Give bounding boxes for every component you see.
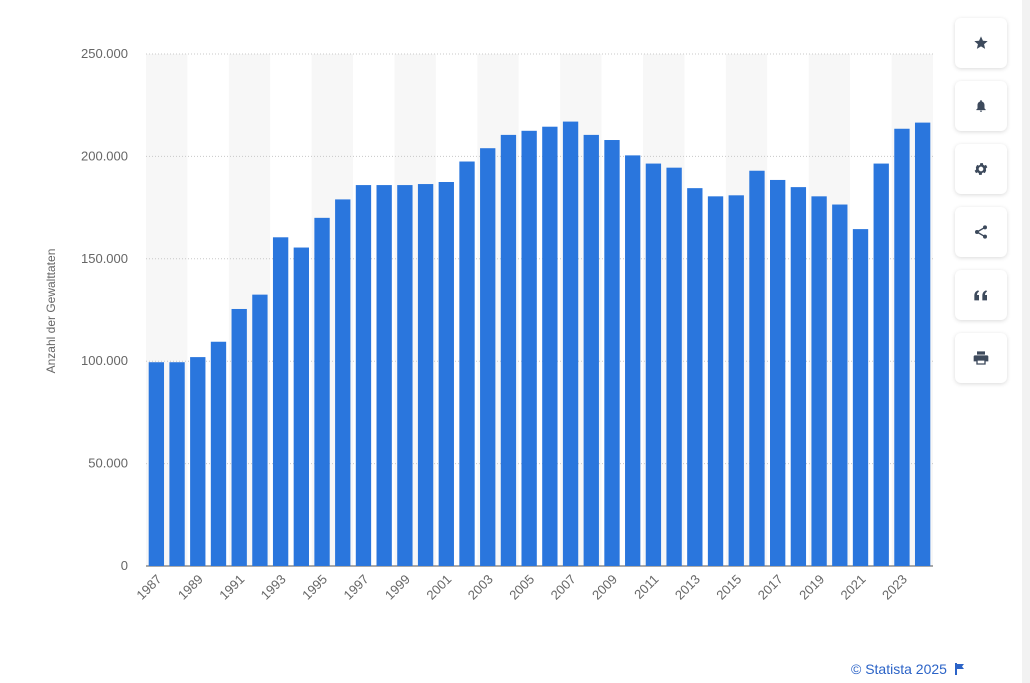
bar-2003[interactable] (480, 148, 496, 566)
x-tick-label: 2017 (755, 572, 786, 603)
bar-1996[interactable] (335, 199, 351, 566)
bell-icon (976, 100, 986, 112)
print-icon (973, 351, 989, 365)
bar-2001[interactable] (438, 182, 454, 566)
bar-1997[interactable] (355, 185, 372, 566)
bars (148, 121, 931, 567)
bar-2024[interactable] (914, 122, 931, 566)
bar-2002[interactable] (459, 161, 475, 566)
bar-1993[interactable] (272, 237, 289, 566)
y-tick-label: 50.000 (88, 456, 128, 471)
x-tick-label: 1987 (133, 572, 164, 603)
settings-button[interactable] (955, 144, 1007, 194)
quote-icon (974, 290, 987, 301)
notification-button[interactable] (955, 81, 1007, 131)
y-tick-label: 250.000 (81, 46, 128, 61)
y-tick-label: 100.000 (81, 353, 128, 368)
bar-2020[interactable] (832, 204, 848, 566)
bar-2004[interactable] (500, 134, 517, 566)
share-button[interactable] (955, 207, 1007, 257)
bar-2015[interactable] (728, 195, 744, 566)
bar-2017[interactable] (770, 179, 786, 566)
y-tick-label: 0 (121, 558, 128, 573)
bar-2007[interactable] (562, 121, 579, 567)
x-tick-label: 1993 (258, 572, 289, 603)
bar-2023[interactable] (894, 128, 910, 566)
x-tick-label: 2023 (879, 572, 910, 603)
bar-2012[interactable] (666, 167, 682, 566)
bar-2014[interactable] (707, 196, 724, 566)
bar-2011[interactable] (645, 163, 662, 566)
x-tick-label: 2021 (838, 572, 869, 603)
x-tick-labels: 1987 1989 1991 1993 1995 1997 1999 2001 2003 2005… (133, 572, 910, 603)
bar-1999[interactable] (397, 185, 413, 566)
bar-1989[interactable] (190, 357, 206, 566)
star-icon (974, 36, 988, 49)
flag-icon (954, 663, 964, 675)
chart-toolbar (955, 18, 1007, 396)
bar-1990[interactable] (210, 341, 227, 566)
bar-1995[interactable] (314, 217, 330, 566)
x-tick-label: 2003 (465, 572, 496, 603)
print-button[interactable] (955, 333, 1007, 383)
bar-1991[interactable] (231, 308, 247, 566)
y-axis-label: Anzahl der Gewalttaten (44, 249, 58, 374)
bar-1994[interactable] (293, 247, 309, 566)
x-tick-label: 1997 (341, 572, 372, 603)
x-tick-label: 1999 (382, 572, 413, 603)
x-tick-label: 1991 (216, 572, 247, 603)
favorite-button[interactable] (955, 18, 1007, 68)
bar-2018[interactable] (790, 187, 807, 566)
bar-2016[interactable] (749, 170, 765, 566)
bar-2005[interactable] (521, 130, 537, 567)
cite-button[interactable] (955, 270, 1007, 320)
bar-2008[interactable] (583, 134, 599, 566)
x-tick-label: 1989 (175, 572, 206, 603)
bar-2022[interactable] (873, 163, 889, 566)
statista-credit[interactable]: © Statista 2025 (851, 661, 965, 677)
credit-text: © Statista 2025 (851, 661, 947, 677)
y-tick-labels: 0 50.000 100.000 150.000 200.000 250.000 (81, 46, 128, 573)
x-tick-label: 2001 (423, 572, 454, 603)
bar-2006[interactable] (542, 126, 558, 566)
bar-1987[interactable] (148, 362, 165, 566)
x-tick-label: 2007 (548, 572, 579, 603)
bar-1998[interactable] (376, 185, 392, 566)
y-tick-label: 150.000 (81, 251, 128, 266)
x-tick-label: 1995 (299, 572, 330, 603)
x-tick-label: 2015 (713, 572, 744, 603)
bar-2000[interactable] (417, 184, 434, 566)
bar-2010[interactable] (625, 155, 641, 566)
bar-2019[interactable] (811, 196, 827, 566)
bar-chart: 0 50.000 100.000 150.000 200.000 250.000 1987… (44, 46, 933, 603)
gear-icon (974, 163, 988, 175)
bar-2021[interactable] (852, 229, 869, 566)
x-tick-label: 2009 (589, 572, 620, 603)
x-tick-label: 2013 (672, 572, 703, 603)
bar-2009[interactable] (604, 140, 620, 567)
y-tick-label: 200.000 (81, 148, 128, 163)
bar-1992[interactable] (252, 294, 268, 566)
bar-1988[interactable] (169, 362, 185, 566)
scrollbar-track[interactable] (1022, 0, 1030, 683)
bar-2013[interactable] (687, 188, 703, 567)
x-tick-label: 2019 (796, 572, 827, 603)
share-icon (975, 225, 987, 239)
x-tick-label: 2011 (631, 572, 661, 602)
x-tick-label: 2005 (506, 572, 537, 603)
